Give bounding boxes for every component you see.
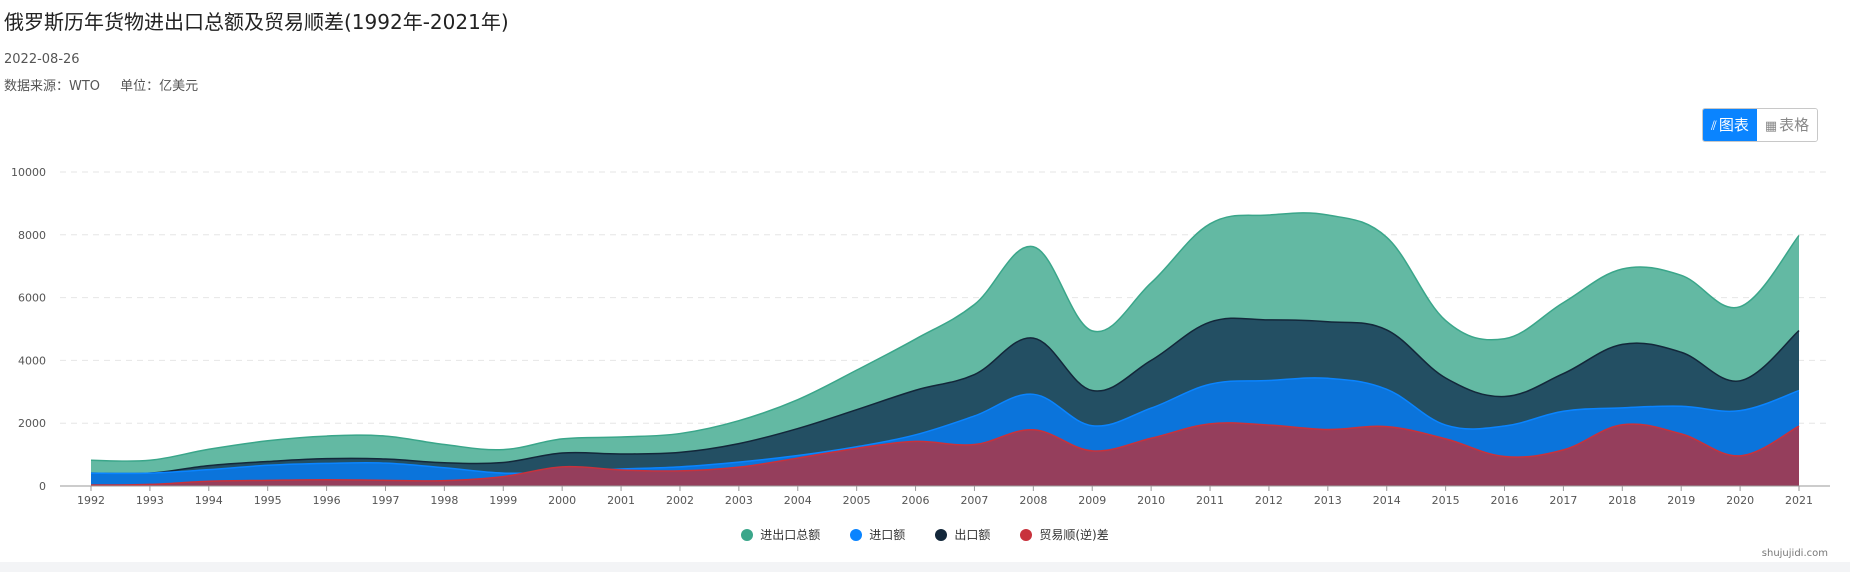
- view-toggle: ⫽ 图表 ▦ 表格: [1702, 108, 1819, 142]
- area-import-line: [90, 377, 1800, 475]
- y-tick-label: 4000: [18, 354, 46, 367]
- area-series: [90, 212, 1800, 487]
- legend-item-total[interactable]: 进出口总额: [741, 526, 820, 543]
- x-tick-label: 2012: [1255, 494, 1283, 507]
- area-export-line: [90, 317, 1800, 475]
- x-tick-label: 1992: [77, 494, 105, 507]
- chart-view-button[interactable]: ⫽ 图表: [1703, 109, 1757, 141]
- area-total-line: [90, 212, 1800, 462]
- data-source: 数据来源：WTO: [4, 79, 101, 94]
- x-tick-label: 2017: [1549, 494, 1577, 507]
- x-tick-label: 1995: [254, 494, 282, 507]
- x-tick-label: 1997: [371, 494, 399, 507]
- x-tick-label: 2003: [725, 494, 753, 507]
- axes: 0 2000 4000 6000 8000 10000 1992 1993 1994 1995 19…: [11, 166, 1830, 507]
- meta-info: 数据来源：WTO 单位：亿美元: [4, 75, 214, 94]
- legend-label-export: 出口额: [954, 528, 991, 542]
- x-tick-label: 2007: [960, 494, 988, 507]
- y-tick-label: 0: [39, 480, 46, 493]
- x-tick-label: 2014: [1373, 494, 1401, 507]
- y-tick-label: 6000: [18, 292, 46, 305]
- x-tick-label: 1999: [489, 494, 517, 507]
- x-tick-label: 2002: [666, 494, 694, 507]
- x-tick-label: 2020: [1726, 494, 1754, 507]
- x-tick-label: 1996: [313, 494, 341, 507]
- table-icon: ▦: [1764, 119, 1778, 134]
- bottom-bar: [0, 562, 1850, 572]
- x-tick-label: 2001: [607, 494, 635, 507]
- area-surplus-line: [90, 422, 1800, 486]
- chart-legend: 进出口总额 进口额 出口额 贸易顺(逆)差: [0, 526, 1850, 543]
- x-tick-label: 1994: [195, 494, 223, 507]
- legend-label-total: 进出口总额: [760, 528, 821, 542]
- x-tick-label: 2009: [1078, 494, 1106, 507]
- x-tick-label: 2004: [784, 494, 812, 507]
- legend-dot-export: [935, 528, 948, 541]
- x-tick-label: 2011: [1196, 494, 1224, 507]
- legend-label-surplus: 贸易顺(逆)差: [1039, 528, 1109, 542]
- table-view-label: 表格: [1779, 116, 1810, 134]
- chart-view-label: 图表: [1718, 116, 1749, 134]
- legend-item-import[interactable]: 进口额: [850, 526, 905, 543]
- watermark: shujujidi.com: [1761, 548, 1828, 559]
- x-tick-label: 2006: [902, 494, 930, 507]
- x-tick-label: 2018: [1608, 494, 1636, 507]
- x-tick-label: 2005: [843, 494, 871, 507]
- x-tick-label: 2015: [1432, 494, 1460, 507]
- legend-dot-surplus: [1020, 528, 1033, 541]
- x-tick-label: 2019: [1667, 494, 1695, 507]
- page-title: 俄罗斯历年货物进出口总额及贸易顺差(1992年-2021年): [4, 10, 509, 34]
- area-surplus-fill: [91, 422, 1799, 486]
- y-tick-label: 10000: [11, 166, 46, 179]
- legend-label-import: 进口额: [869, 528, 906, 542]
- x-tick-label: 2021: [1785, 494, 1813, 507]
- y-tick-label: 8000: [18, 229, 46, 242]
- legend-item-export[interactable]: 出口额: [935, 526, 990, 543]
- table-view-button[interactable]: ▦ 表格: [1756, 109, 1818, 141]
- data-unit: 单位：亿美元: [120, 79, 199, 94]
- legend-item-surplus[interactable]: 贸易顺(逆)差: [1020, 526, 1109, 543]
- publish-date: 2022-08-26: [4, 52, 80, 67]
- x-tick-label: 1993: [136, 494, 164, 507]
- area-chart: 0 2000 4000 6000 8000 10000 1992 1993 1994 1995 19…: [11, 166, 1830, 507]
- x-tick-label: 2010: [1137, 494, 1165, 507]
- x-tick-label: 2013: [1314, 494, 1342, 507]
- x-tick-label: 2016: [1491, 494, 1519, 507]
- y-tick-label: 2000: [18, 417, 46, 430]
- legend-dot-total: [741, 528, 754, 541]
- x-tick-label: 2008: [1019, 494, 1047, 507]
- x-tick-label: 1998: [430, 494, 458, 507]
- chart-icon: ⫽: [1711, 119, 1717, 134]
- x-tick-label: 2000: [548, 494, 576, 507]
- legend-dot-import: [850, 528, 863, 541]
